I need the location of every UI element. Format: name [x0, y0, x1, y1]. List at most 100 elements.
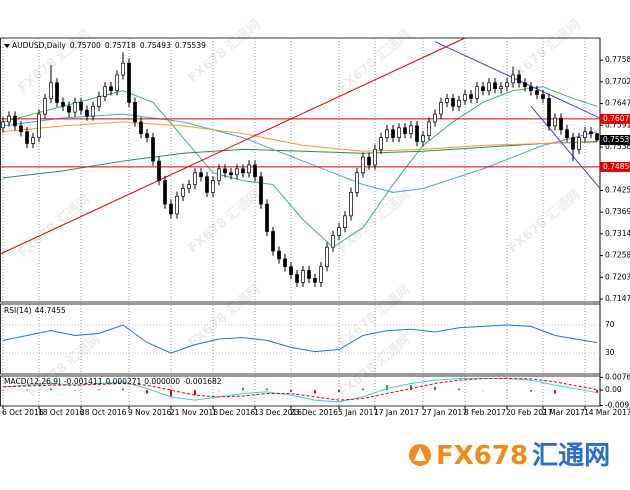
candle-body [175, 195, 179, 215]
header-value: 0.75493 [140, 41, 171, 50]
chart-header: AUDUSD,Daily 0.75700 0.75718 0.75493 0.75539 [12, 41, 206, 50]
candle-body [43, 98, 47, 115]
candle-body [397, 127, 401, 138]
brand-icon-mark [414, 447, 426, 461]
y-tick-label: 0.73695 [605, 207, 630, 216]
candle-body [295, 274, 299, 283]
header-value: 0.75718 [105, 41, 136, 50]
candle-body [247, 164, 251, 174]
watermark-part: FX678 [15, 220, 60, 261]
candle-body [55, 82, 59, 103]
candle-body [403, 127, 407, 135]
candle-body [61, 102, 65, 107]
candle-body [205, 176, 209, 193]
watermark-part: 汇通网 [543, 16, 583, 53]
candle-body [169, 203, 173, 215]
candle-body [73, 102, 77, 113]
watermark: FX678汇通网 [335, 26, 414, 96]
candle-body [31, 137, 35, 144]
candle-body [1, 121, 5, 129]
candle-body [409, 125, 413, 135]
watermark-part: 汇通网 [373, 26, 413, 63]
y-tick-label: -0.00915 [605, 400, 630, 409]
rsi-header: RSI(14) 44.7455 [4, 306, 66, 315]
macd-histogram-bar [530, 390, 532, 392]
x-tick-label: 2 Mar 2017 [542, 408, 585, 417]
candle-body [355, 172, 359, 193]
candle-body [319, 266, 323, 283]
macd-histogram-bar [482, 390, 484, 391]
candle-body [571, 137, 575, 150]
watermark-part: FX678 [15, 55, 60, 96]
candle-body [193, 172, 197, 185]
trendline [0, 37, 466, 255]
candle-body [181, 188, 185, 197]
price-label: 0.75539 [603, 135, 630, 144]
macd-histogram-bar [122, 388, 124, 391]
macd-histogram-bar [26, 389, 28, 391]
x-tick-label: 21 Nov 2016 [170, 408, 218, 417]
candle-body [229, 172, 233, 176]
candle-body [385, 129, 389, 138]
watermark-part: FX678 [185, 310, 230, 351]
macd-signal [2, 378, 598, 401]
candle-body [217, 168, 221, 181]
watermark: FX678汇通网 [505, 186, 584, 256]
watermark-part: 汇通网 [373, 281, 413, 318]
watermark-part: FX678 [185, 45, 230, 86]
candle-body [577, 137, 581, 150]
x-tick-label: 20 Feb 2017 [506, 408, 553, 417]
candle-body [301, 270, 305, 283]
macd-histogram-bar [242, 387, 244, 391]
candle-body [91, 105, 95, 117]
candle-body [559, 117, 563, 131]
candle-body [121, 62, 125, 76]
candle-body [259, 176, 263, 205]
moving-average [2, 140, 598, 179]
candle-body [97, 96, 101, 107]
watermark-part: FX678 [335, 215, 380, 256]
candle-body [139, 121, 143, 135]
candle-body [289, 266, 293, 275]
macd-histogram-bar [386, 385, 388, 391]
rsi-label: RSI(14) [4, 306, 32, 315]
watermark: FX678汇通网 [505, 16, 584, 86]
candle-body [481, 86, 485, 91]
candle-body [547, 98, 551, 127]
brand-fx: FX678 [436, 441, 528, 471]
candle-body [163, 180, 167, 205]
macd-histogram-bar [314, 390, 316, 394]
watermark-part: 汇通网 [373, 331, 413, 368]
trendline [530, 105, 601, 189]
candle-body [541, 94, 545, 99]
y-tick-label: 0.72585 [605, 251, 630, 260]
candle-body [85, 109, 89, 117]
x-tick-label: 17 Jan 2017 [374, 408, 419, 417]
candle-body [283, 258, 287, 268]
macd-value: 0.000271 [105, 377, 141, 386]
candle-body [379, 137, 383, 150]
candle-body [19, 125, 23, 133]
watermark: FX678汇通网 [15, 191, 94, 261]
watermark: FX678汇通网 [185, 281, 264, 351]
macd-line [2, 378, 598, 403]
macd-histogram-bar [266, 388, 268, 391]
header-value: 0.75700 [70, 41, 101, 50]
macd-value: -0.001411 [64, 377, 103, 386]
y-tick-label: 70 [605, 320, 615, 329]
candle-body [469, 94, 473, 99]
macd-histogram-bar [458, 388, 460, 391]
y-tick-label: 0.71475 [605, 294, 630, 303]
rsi-value: 44.7455 [35, 306, 66, 315]
candle-body [211, 180, 215, 193]
watermark-part: FX678 [505, 215, 550, 256]
header-value: 0.75539 [175, 41, 206, 50]
candle-body [241, 168, 245, 174]
candle-body [349, 192, 353, 217]
candle-body [445, 98, 449, 103]
x-tick-label: 28 Oct 2016 [80, 408, 127, 417]
